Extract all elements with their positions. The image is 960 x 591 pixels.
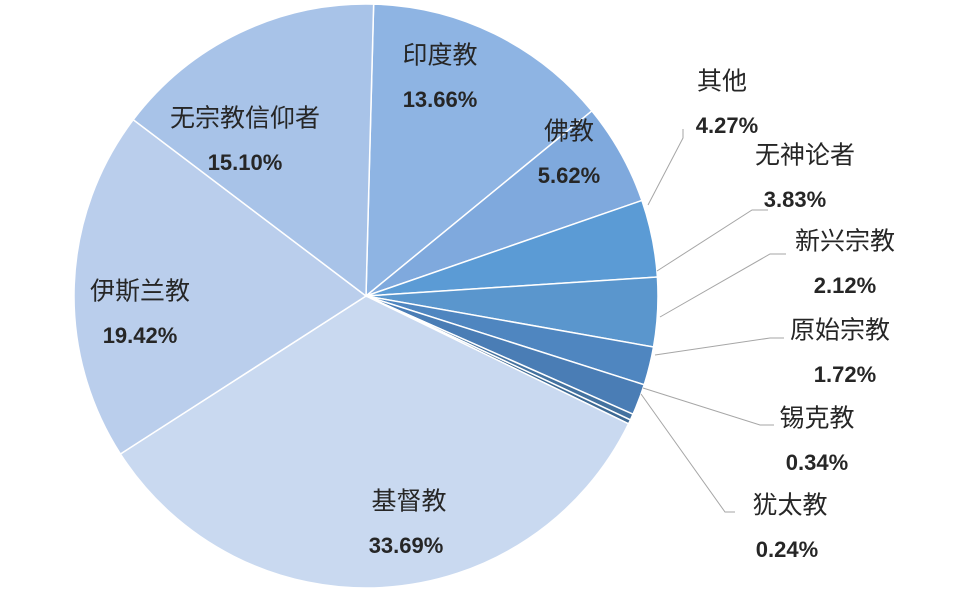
slice-label-6: 锡克教 (779, 405, 854, 433)
labels-layer: 印度教 13.66% 佛教 5.62% 其他 4.27% 无神论者 3.83% 新兴宗教 2.12… (90, 42, 895, 562)
slice-percent-9: 19.42% (103, 323, 178, 348)
slices-layer (73, 3, 659, 589)
leader-line-6 (642, 387, 774, 426)
leader-line-4 (659, 253, 786, 318)
pie-slice-10 (132, 3, 375, 298)
pie-slice-0 (365, 3, 593, 298)
slice-percent-5: 1.72% (814, 362, 876, 387)
slice-percent-8: 33.69% (369, 533, 444, 558)
pie-slice-8 (119, 295, 630, 589)
slice-label-8: 基督教 (371, 488, 446, 516)
slice-label-4: 新兴宗教 (795, 228, 895, 256)
slice-percent-3: 3.83% (764, 187, 826, 212)
leader-lines-layer (640, 129, 786, 513)
slice-percent-0: 13.66% (403, 87, 478, 112)
slice-percent-7: 0.24% (756, 537, 818, 562)
slice-label-9: 伊斯兰教 (90, 278, 190, 306)
slice-percent-2: 4.27% (696, 113, 758, 138)
slice-label-5: 原始宗教 (790, 317, 890, 345)
slice-percent-4: 2.12% (814, 273, 876, 298)
slice-label-2: 其他 (697, 68, 747, 96)
slice-percent-10: 15.10% (208, 150, 283, 175)
leader-line-2 (647, 129, 684, 206)
slice-label-3: 无神论者 (755, 142, 855, 170)
slice-label-7: 犹太教 (752, 492, 827, 520)
leader-line-7 (640, 393, 735, 513)
slice-label-10: 无宗教信仰者 (170, 105, 320, 133)
slice-percent-1: 5.62% (538, 163, 600, 188)
leader-line-3 (656, 209, 768, 272)
pie-slice-9 (73, 118, 368, 456)
slice-label-0: 印度教 (402, 42, 477, 70)
slice-label-1: 佛教 (544, 118, 594, 146)
leader-line-5 (654, 337, 784, 356)
slice-percent-6: 0.34% (786, 450, 848, 475)
